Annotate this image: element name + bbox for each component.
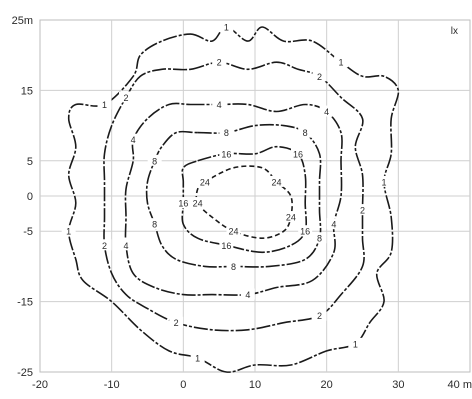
contour-label-bg <box>326 218 341 230</box>
contour-label-1: 1 <box>224 23 229 33</box>
contour-label-24: 24 <box>228 227 238 237</box>
contour-label-16: 16 <box>293 149 303 159</box>
contour-label-bg <box>348 337 363 349</box>
x-tick-label: 0 <box>180 379 186 391</box>
contour-label-2: 2 <box>123 93 128 103</box>
contour-label-bg <box>240 288 255 300</box>
contour-label-2: 2 <box>102 241 107 251</box>
contour-label-bg <box>61 225 76 237</box>
contour-label-8: 8 <box>152 156 157 166</box>
contour-label-1: 1 <box>66 227 71 237</box>
contour-label-bg <box>283 211 298 223</box>
contour-line-8 <box>145 123 322 268</box>
contour-label-4: 4 <box>123 241 128 251</box>
contour-label-24: 24 <box>286 213 296 223</box>
contour-label-4: 4 <box>217 100 222 110</box>
contour-label-bg <box>126 133 141 145</box>
contour-label-bg <box>298 225 313 237</box>
contour-label-bg <box>212 98 227 110</box>
contour-label-bg <box>147 218 162 230</box>
contour-label-24: 24 <box>200 177 210 187</box>
contour-label-bg <box>219 239 234 251</box>
contour-label-8: 8 <box>317 234 322 244</box>
contour-label-bg <box>377 175 391 187</box>
contour-label-bg <box>212 56 227 68</box>
contour-label-4: 4 <box>331 220 336 230</box>
contour-label-bg <box>226 225 241 237</box>
contour-label-bg <box>226 260 241 272</box>
contour-label-1: 1 <box>353 339 358 349</box>
y-tick-label: -5 <box>23 226 33 238</box>
x-tick-label: -10 <box>104 379 120 391</box>
contour-label-16: 16 <box>300 227 310 237</box>
y-tick-label: 25m <box>12 15 33 27</box>
contour-label-bg <box>312 70 327 82</box>
contour-label-bg <box>97 239 112 251</box>
axes: -20 -10 0 10 20 30 40 m 25m 15 5 0 -5 -15 -25 lx <box>12 15 472 391</box>
contour-label-1: 1 <box>102 100 107 110</box>
y-tick-label: -15 <box>17 297 33 309</box>
contour-label-bg <box>190 197 205 209</box>
contour-label-8: 8 <box>152 220 157 230</box>
y-tick-label: 0 <box>27 191 33 203</box>
contour-label-bg <box>355 204 370 216</box>
contour-label-8: 8 <box>231 262 236 272</box>
contour-line-24 <box>195 165 293 239</box>
contour-label-bg <box>312 309 327 321</box>
contour-label-bg <box>219 147 234 159</box>
x-tick-label: 40 m <box>448 379 472 391</box>
contour-label-4: 4 <box>324 107 329 117</box>
contour-line-16 <box>181 145 308 254</box>
contour-label-bg <box>219 21 234 33</box>
contour-label-2: 2 <box>317 72 322 82</box>
contour-label-bg <box>176 197 191 209</box>
contour-label-bg <box>190 351 205 363</box>
contour-label-24: 24 <box>193 199 203 209</box>
y-tick-label: 15 <box>21 85 33 97</box>
contour-label-1: 1 <box>338 58 343 68</box>
unit-label: lx <box>451 26 458 37</box>
contour-label-bg <box>219 126 234 138</box>
contour-label-bg <box>169 316 184 328</box>
contour-label-2: 2 <box>360 206 365 216</box>
contour-label-bg <box>291 147 305 159</box>
contour-line-1 <box>67 26 400 373</box>
contour-label-bg <box>119 239 133 251</box>
x-tick-label: 10 <box>249 379 261 391</box>
contour-label-1: 1 <box>381 177 386 187</box>
contour-label-4: 4 <box>131 135 136 145</box>
contour-label-16: 16 <box>221 149 231 159</box>
y-tick-label: 5 <box>27 156 33 168</box>
contour-label-16: 16 <box>178 199 188 209</box>
contour-label-bg <box>197 175 212 187</box>
x-tick-label: 30 <box>392 379 404 391</box>
x-tick-label: 20 <box>321 379 333 391</box>
grid <box>39 19 471 373</box>
contour-label-bg <box>312 232 327 244</box>
contour-line-4 <box>124 102 343 296</box>
y-tick-label: -25 <box>17 367 33 379</box>
contour-label-2: 2 <box>217 58 222 68</box>
contour-lines <box>67 26 400 373</box>
contour-label-8: 8 <box>303 128 308 138</box>
contour-label-16: 16 <box>221 241 231 251</box>
contour-label-bg <box>119 91 133 103</box>
contour-label-bg <box>269 175 284 187</box>
contour-label-bg <box>334 56 348 68</box>
contour-label-bg <box>97 98 112 110</box>
contour-label-4: 4 <box>245 290 250 300</box>
contour-label-bg <box>298 126 313 138</box>
contour-label-1: 1 <box>195 353 200 363</box>
contour-label-bg <box>147 154 162 166</box>
x-tick-label: -20 <box>32 379 48 391</box>
contour-label-2: 2 <box>174 318 179 328</box>
contour-label-24: 24 <box>271 177 281 187</box>
contour-label-bg <box>319 105 334 117</box>
contour-label-8: 8 <box>224 128 229 138</box>
contour-label-2: 2 <box>317 311 322 321</box>
